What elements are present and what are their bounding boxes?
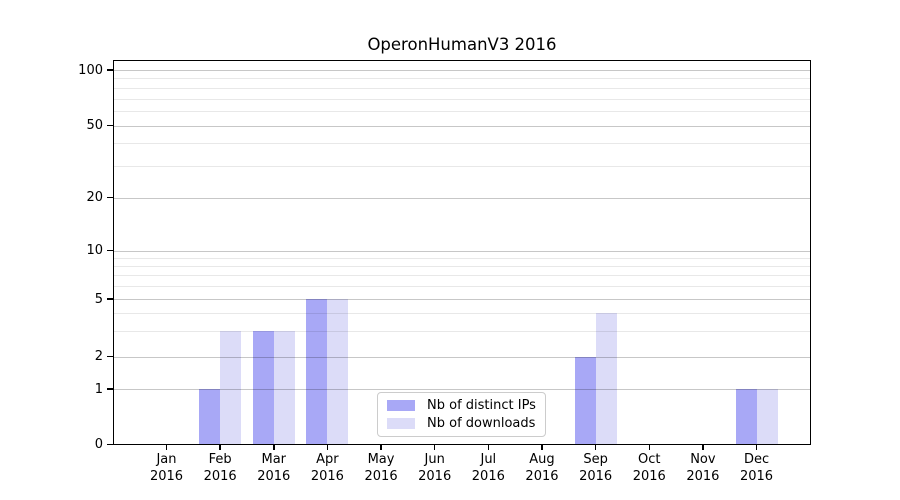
x-tick-mark [273,444,275,450]
y-tick-label: 0 [94,437,103,452]
chart-title: OperonHumanV3 2016 [367,35,557,54]
x-tick-label: Oct 2016 [632,452,666,484]
legend-label-downloads: Nb of downloads [427,416,536,431]
x-tick-mark [755,444,758,450]
bar-distinct-ips [199,389,221,444]
bar-distinct-ips [735,389,757,444]
y-tick-mark [107,196,113,199]
x-tick-mark [702,444,704,450]
y-tick-label: 100 [78,62,103,78]
y-tick-label: 2 [94,349,103,364]
legend-item-downloads: Nb of downloads [387,417,536,430]
legend: Nb of distinct IPs Nb of downloads [377,392,546,437]
y-tick-mark [107,443,113,446]
bar-distinct-ips [306,299,328,444]
legend-swatch-downloads [387,418,415,429]
x-tick-mark [380,444,382,450]
x-tick-label: Apr 2016 [310,452,344,484]
y-tick-label: 50 [86,118,103,134]
y-tick-label: 1 [94,381,103,397]
plot-area [113,60,811,445]
x-tick-mark [326,444,329,450]
x-tick-label: Mar 2016 [257,452,291,484]
x-tick-mark [165,444,168,450]
x-tick-mark [487,444,490,450]
legend-label-distinct-ips: Nb of distinct IPs [427,398,536,413]
x-tick-mark [594,444,597,450]
x-tick-label: Aug 2016 [525,452,559,484]
y-tick-mark [107,388,113,390]
x-tick-label: Jul 2016 [471,452,505,484]
x-tick-mark [433,444,436,450]
bar-downloads [595,313,617,444]
x-tick-label: Dec 2016 [739,452,774,484]
y-tick-mark [107,355,113,358]
bar-downloads [756,389,778,444]
x-tick-label: May 2016 [364,452,398,484]
x-tick-mark [541,444,543,450]
x-tick-label: Nov 2016 [686,452,720,484]
y-tick-mark [107,249,113,252]
x-tick-mark [219,444,221,450]
y-tick-label: 20 [86,190,103,206]
bar-distinct-ips [574,356,596,444]
y-tick-mark [107,69,113,71]
x-tick-label: Jan 2016 [149,452,184,484]
x-tick-mark [648,444,650,450]
y-tick-label: 5 [94,291,103,307]
bar-distinct-ips [252,331,274,444]
legend-item-distinct-ips: Nb of distinct IPs [387,399,536,412]
y-tick-mark [107,124,113,127]
x-tick-label: Feb 2016 [203,452,237,484]
y-tick-mark [107,298,113,300]
bar-downloads [327,299,349,444]
legend-swatch-distinct-ips [387,400,415,411]
bar-downloads [273,331,295,444]
x-tick-label: Sep 2016 [579,452,613,484]
y-tick-label: 10 [86,243,103,258]
bar-downloads [220,331,242,444]
x-tick-label: Jun 2016 [418,452,452,484]
